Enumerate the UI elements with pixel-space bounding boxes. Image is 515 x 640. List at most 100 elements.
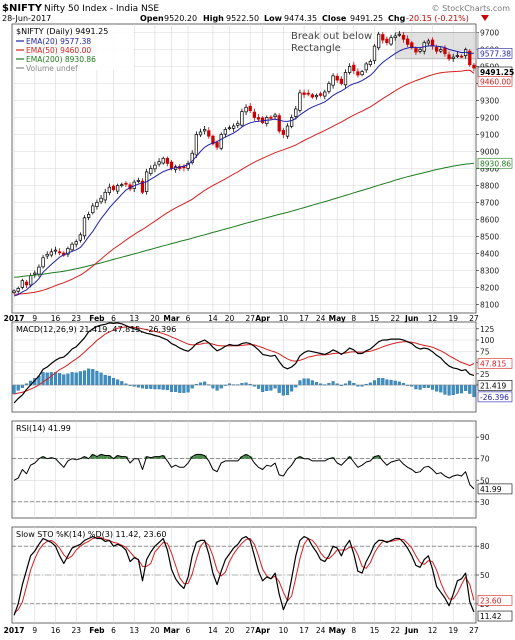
price-candle-body	[136, 180, 141, 182]
price-candle-body	[356, 71, 360, 76]
price-candle-body	[120, 184, 124, 186]
rsi-overbought-fill	[41, 456, 46, 459]
price-candle-body	[310, 94, 315, 98]
rsi-overbought-fill	[190, 456, 195, 459]
price-candle-body	[53, 249, 58, 252]
macd-histogram-bar	[290, 384, 294, 392]
macd-histogram-bar	[53, 372, 58, 386]
price-candle-body	[434, 47, 439, 52]
price-xtick-label: 22	[390, 314, 400, 323]
macd-histogram-bar	[256, 384, 261, 389]
price-candle-body	[240, 111, 244, 126]
rsi-overbought-fill	[115, 455, 120, 459]
price-ytick-label: 9300	[480, 97, 499, 106]
macd-histogram-bar	[240, 383, 244, 386]
macd-histogram-bar	[161, 384, 165, 390]
stoch-k-line	[13, 535, 475, 616]
price-candle-body	[459, 55, 464, 58]
price-candle-body	[298, 92, 302, 111]
price-candle-body	[248, 105, 252, 112]
macd-histogram-bar	[447, 384, 451, 396]
price-candle-body	[236, 123, 240, 126]
macd-panel-frame	[11, 321, 477, 413]
macd-histogram-bar	[215, 384, 219, 391]
price-legend-bg	[14, 26, 134, 70]
price-candle-body	[198, 131, 203, 136]
macd-histogram-bar	[464, 384, 468, 391]
macd-histogram-bar	[401, 383, 406, 386]
ema200-line	[14, 162, 474, 278]
rsi-overbought-fill	[161, 455, 166, 459]
macd-histogram-bar	[107, 375, 111, 386]
price-value-tag-box	[477, 76, 513, 87]
macd-histogram-bar	[430, 384, 435, 390]
price-candle-body	[24, 281, 29, 286]
macd-histogram-bar	[58, 373, 62, 386]
price-candle-body	[215, 142, 219, 148]
sto-ytick-label: 80	[480, 542, 490, 551]
macd-histogram-bar	[435, 384, 439, 392]
price-candle-body	[140, 180, 145, 193]
macd-value-tag-box	[477, 358, 513, 369]
chg-value: -20.15 (-0.21%)	[406, 14, 469, 23]
macd-histogram-bar	[190, 384, 194, 389]
rsi-panel-title: RSI(14) 41.99	[16, 424, 71, 433]
price-candle-body	[207, 130, 211, 137]
price-candle-body	[385, 38, 389, 44]
price-candle-body	[12, 290, 16, 293]
price-candle-body	[418, 49, 422, 52]
price-candle-body	[401, 34, 406, 40]
price-candle-body	[306, 92, 310, 95]
bottom-xtick-label: 2017	[4, 626, 25, 635]
annotation-line-2: Rectangle	[291, 43, 341, 54]
macd-histogram-bar	[439, 384, 443, 393]
price-ytick-label: 8900	[480, 165, 499, 174]
price-ytick-label: 8600	[480, 216, 499, 225]
symbol-label: $NIFTY	[2, 3, 43, 14]
price-candle-body	[219, 134, 223, 149]
macd-histogram-bar	[273, 384, 277, 389]
macd-histogram-bar	[111, 378, 116, 386]
price-candle-body	[323, 91, 327, 97]
rsi-panel-frame	[11, 420, 477, 519]
macd-histogram-bar	[99, 372, 103, 386]
macd-histogram-bar	[459, 384, 464, 394]
price-candle-body	[16, 288, 20, 292]
rsi-ytick-label: 30	[480, 498, 490, 507]
rsi-ytick-label: 50	[480, 476, 490, 485]
price-candle-body	[343, 72, 348, 86]
price-xtick-label: 20	[150, 314, 160, 323]
price-candle-body	[41, 257, 45, 268]
close-label: Close	[322, 14, 347, 23]
macd-histogram-bar	[87, 368, 91, 386]
price-xtick-label: Jun	[404, 314, 418, 323]
price-candle-body	[352, 64, 356, 72]
price-candle-body	[285, 125, 290, 137]
price-candle-body	[339, 78, 344, 84]
macd-histogram-bar	[140, 384, 145, 389]
price-candle-body	[161, 157, 165, 164]
price-candle-body	[78, 234, 83, 241]
down-arrow-icon	[481, 15, 489, 21]
macd-histogram-bar	[116, 379, 120, 386]
price-ytick-label: 8500	[480, 233, 499, 242]
macd-histogram-bar	[418, 384, 422, 390]
macd-value-tag: 21.419	[480, 381, 506, 390]
price-xtick-label: 16	[51, 314, 61, 323]
rsi-ytick-label: 90	[480, 433, 490, 442]
macd-histogram-bar	[389, 379, 393, 386]
rsi-overbought-fill	[347, 456, 352, 459]
price-candle-body	[82, 217, 87, 237]
macd-histogram-bar	[269, 384, 273, 391]
legend-entry: EMA(200) 8930.86	[26, 55, 96, 64]
price-candle-body	[372, 45, 377, 62]
price-xtick-label: 23	[71, 314, 81, 323]
macd-histogram-bar	[422, 384, 426, 388]
rsi-overbought-fill	[94, 456, 99, 459]
macd-histogram-bar	[91, 369, 95, 386]
price-candle-body	[74, 241, 78, 245]
bottom-xtick-label: 20	[225, 626, 235, 635]
rsi-overbought-fill	[49, 457, 54, 459]
price-candle-body	[157, 161, 161, 165]
